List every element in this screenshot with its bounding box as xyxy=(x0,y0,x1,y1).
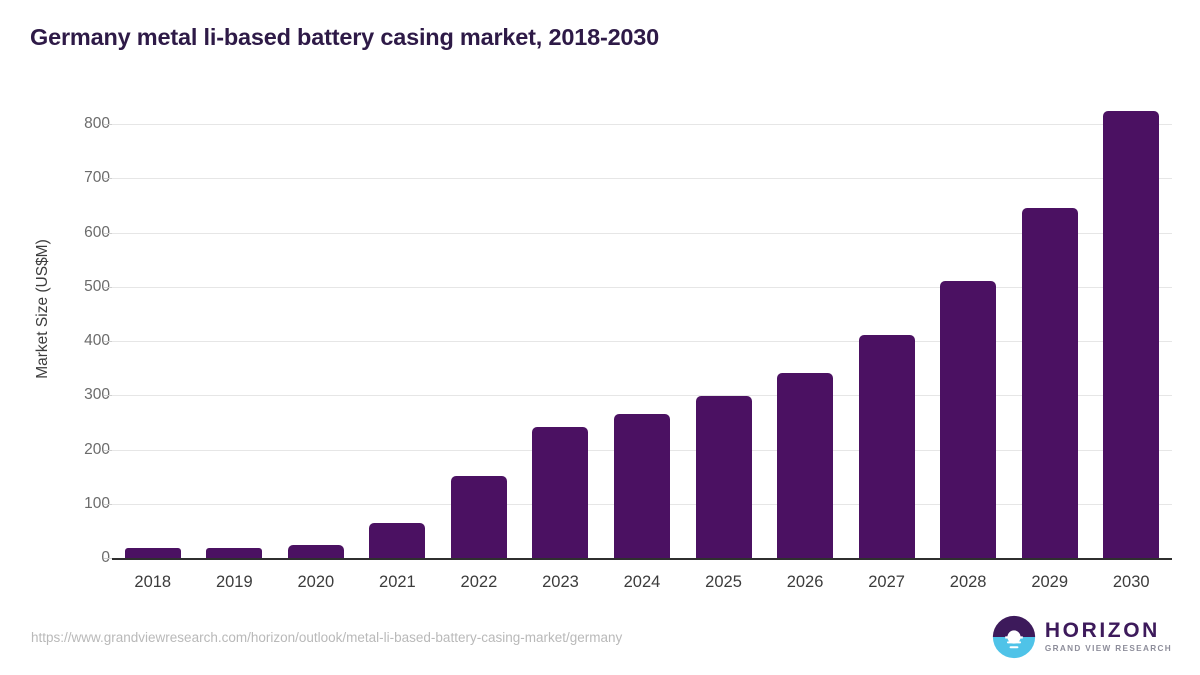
logo-name: HORIZON xyxy=(1044,619,1160,643)
bar[interactable] xyxy=(695,395,752,558)
logo-tagline: GRAND VIEW RESEARCH xyxy=(1044,644,1172,654)
y-axis-tick-mark xyxy=(104,341,112,342)
bar[interactable] xyxy=(450,476,507,558)
logo-text: HORIZON GRAND VIEW RESEARCH xyxy=(1045,620,1172,653)
gridline xyxy=(112,287,1172,288)
bar-slot xyxy=(520,427,602,558)
y-axis-tick-mark xyxy=(104,395,112,396)
y-axis-tick-label: 500 xyxy=(84,277,110,295)
x-axis-tick-label: 2018 xyxy=(134,573,172,591)
y-axis-tick-label: 600 xyxy=(84,223,110,241)
bar[interactable] xyxy=(777,373,834,558)
y-axis-tick-label: 0 xyxy=(40,549,110,567)
y-axis-tick-label: 200 xyxy=(84,440,110,458)
x-axis-tick-label: 2024 xyxy=(623,573,661,591)
bar-slot xyxy=(194,548,276,558)
bar[interactable] xyxy=(124,548,181,558)
bar[interactable] xyxy=(858,334,915,558)
y-axis-tick-mark xyxy=(104,178,112,179)
x-axis-tick-label: 2022 xyxy=(460,573,498,591)
y-axis-tick-mark xyxy=(104,233,112,234)
horizon-logo[interactable]: HORIZON GRAND VIEW RESEARCH xyxy=(992,615,1172,659)
bar-slot xyxy=(1090,110,1172,558)
bar[interactable] xyxy=(532,427,589,558)
plot-area: Market Size (US$M) 010020030040050060070… xyxy=(30,0,1172,605)
y-axis-tick-label: 100 xyxy=(84,494,110,512)
gridline xyxy=(112,233,1172,234)
y-axis-tick-label: 400 xyxy=(84,332,110,349)
bar[interactable] xyxy=(287,544,344,558)
x-axis-tick-label: 2027 xyxy=(868,573,905,591)
source-url[interactable]: https://www.grandviewresearch.com/horizo… xyxy=(31,630,623,645)
bar-slot xyxy=(275,544,357,558)
x-axis-tick-label: 2025 xyxy=(705,573,742,591)
y-axis-tick-mark xyxy=(104,287,112,288)
gridline xyxy=(112,178,1172,179)
bar-slot xyxy=(683,395,765,558)
bar-slot xyxy=(846,334,928,558)
gridline xyxy=(112,395,1172,396)
y-axis-tick-mark xyxy=(104,124,112,125)
bar[interactable] xyxy=(206,548,263,558)
bar-slot xyxy=(438,476,520,558)
y-axis-tick-label: 300 xyxy=(84,386,110,404)
y-axis-ticks: 0 100 200 300 400 500 600 700 800 xyxy=(30,0,110,605)
y-axis-tick-label: 800 xyxy=(84,115,110,132)
bar-slot xyxy=(601,414,683,558)
x-axis-tick-label: 2028 xyxy=(949,573,987,591)
y-axis-tick-mark xyxy=(104,450,112,451)
chart-title: Germany metal li-based battery casing ma… xyxy=(30,24,660,50)
bar[interactable] xyxy=(940,281,997,558)
bar[interactable] xyxy=(613,414,670,558)
x-axis-tick-label: 2026 xyxy=(786,573,824,591)
y-axis-tick-mark xyxy=(104,504,112,505)
x-axis-tick-label: 2021 xyxy=(379,573,416,591)
bars-layer xyxy=(112,0,1172,605)
bar-slot xyxy=(112,548,194,558)
x-axis-tick-label: 2023 xyxy=(542,573,579,591)
x-axis-line xyxy=(112,558,1172,560)
bar[interactable] xyxy=(1021,208,1078,558)
x-axis-tick-label: 2019 xyxy=(215,573,253,591)
x-axis-tick-label: 2030 xyxy=(1112,573,1150,591)
bar-slot xyxy=(764,373,846,558)
x-axis-tick-label: 2029 xyxy=(1031,573,1069,591)
y-axis-tick-label: 700 xyxy=(84,169,110,187)
bar-slot xyxy=(357,523,439,558)
gridline xyxy=(112,341,1172,342)
bar-slot xyxy=(1009,208,1091,558)
horizon-mark-icon xyxy=(992,615,1036,659)
bar-slot xyxy=(927,281,1009,558)
gridline xyxy=(112,124,1172,125)
bar[interactable] xyxy=(369,523,426,558)
x-axis-tick-label: 2020 xyxy=(297,573,335,591)
y-axis-tick-mark xyxy=(104,558,112,559)
bar[interactable] xyxy=(1103,110,1160,558)
